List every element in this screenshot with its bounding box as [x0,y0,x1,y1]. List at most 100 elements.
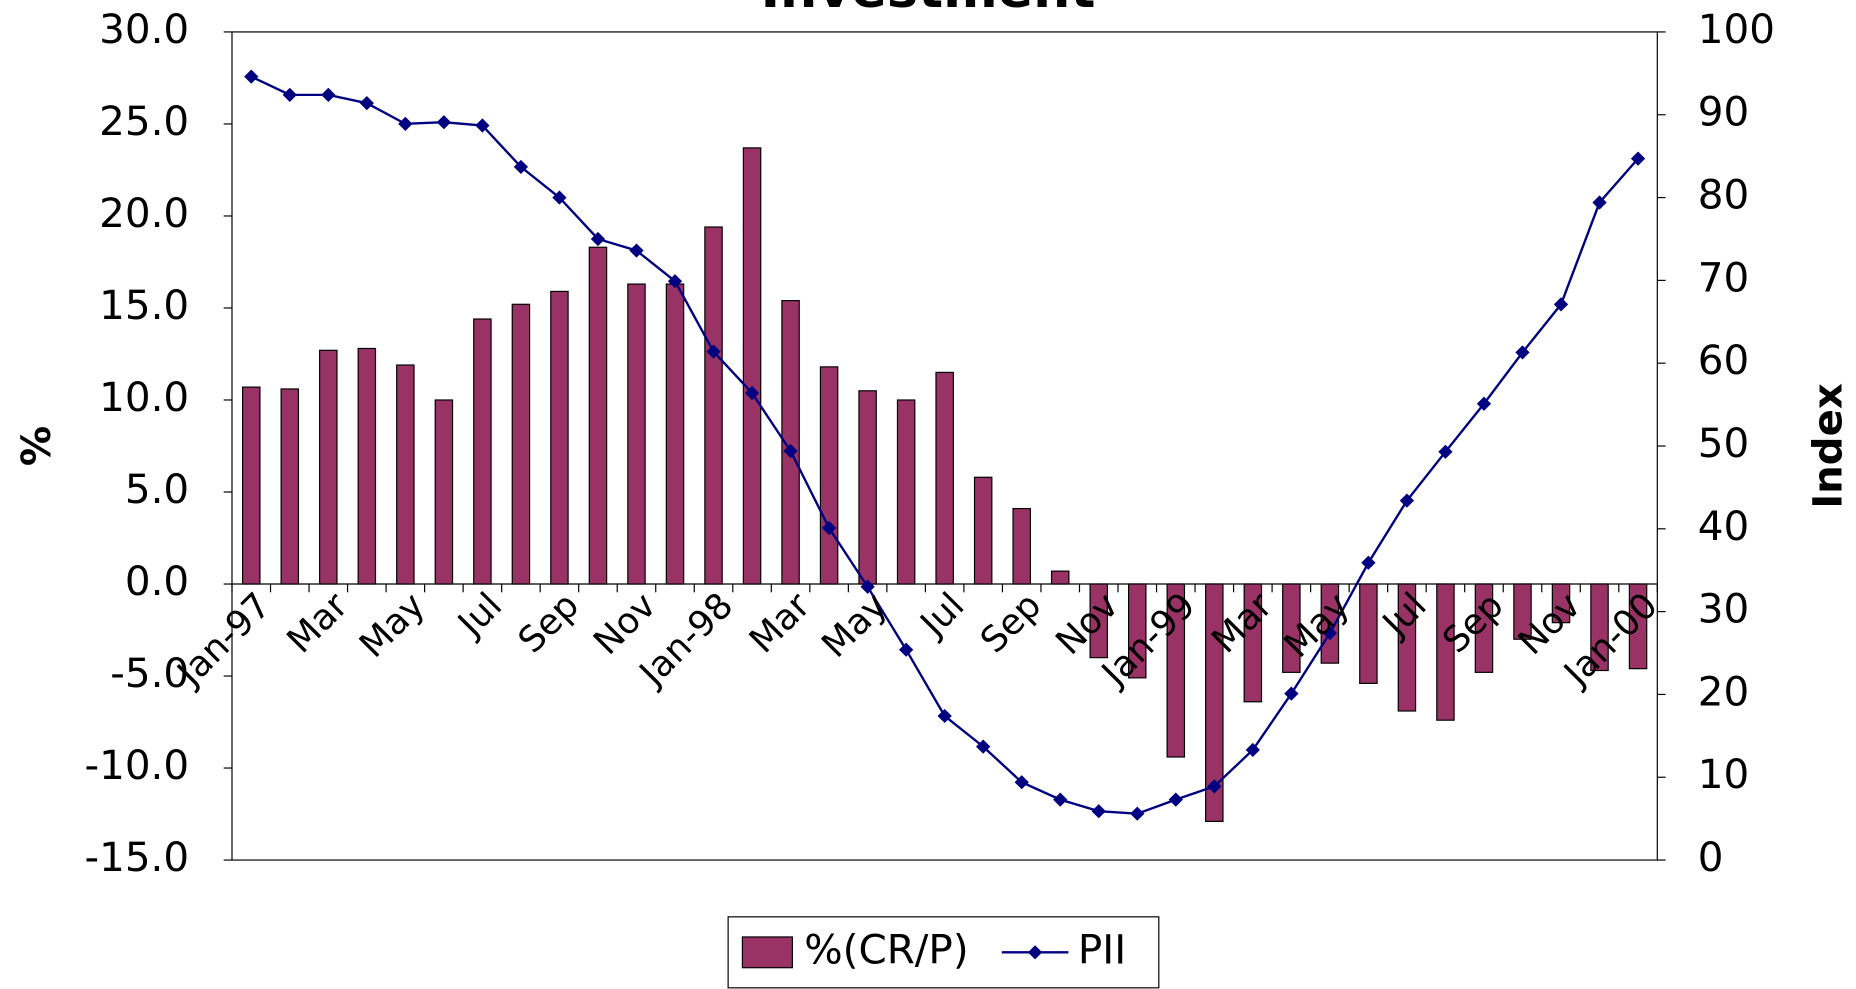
point [1284,686,1299,701]
point [1091,804,1106,819]
bar [1397,583,1417,712]
bar [1089,583,1109,659]
point [1207,779,1222,794]
x-tick-label: Mar [279,585,356,662]
x-tick-label: Sep [973,585,1050,661]
y-tick-label: 15.0 [99,282,189,329]
point [1592,195,1607,210]
y2-tick-label: 100 [1698,6,1775,53]
bar [396,364,415,585]
bar [1513,583,1532,640]
bar [627,283,646,585]
point [1438,444,1453,459]
x-tick-label: Jul [1374,585,1435,646]
bar [1282,583,1301,673]
bar [357,347,377,585]
point [860,579,875,594]
point [1630,151,1646,166]
point [436,115,452,130]
y2-tick-label: 80 [1698,172,1749,219]
x-tick-label: May [814,585,895,666]
legend-label: %(CR/P) [804,926,968,973]
y-tick-label: -5.0 [110,650,189,697]
y2-tick-label: 10 [1698,751,1749,798]
y-tick-label: 5.0 [125,466,189,513]
y2-tick-label: 0 [1698,834,1724,881]
y-tick-label: -15.0 [85,834,190,881]
bar [742,147,762,585]
y2-axis-label: Index [1805,383,1852,509]
bar [1128,583,1147,679]
point [282,87,297,102]
y-tick-label: -10.0 [85,742,190,789]
y-axis-label: % [13,426,60,466]
point [398,116,413,131]
bar [588,246,608,585]
bar [1436,583,1455,721]
bar [1050,570,1070,585]
x-tick-label: Mar [742,585,819,662]
point [590,231,606,247]
point [321,87,336,102]
point [783,443,798,459]
point [1553,297,1569,312]
point [1361,555,1376,570]
bar [550,290,569,585]
bar [704,226,723,585]
point [1515,345,1530,360]
x-tick-label: Sep [511,585,588,661]
bar [241,386,261,585]
bar [1474,583,1494,673]
y-tick-label: 0.0 [125,558,189,605]
x-tick-label: Jul [449,585,510,646]
y2-tick-label: 20 [1698,669,1749,716]
y2-tick-label: 90 [1698,89,1749,136]
bar [1320,583,1340,664]
bar [511,303,531,585]
point [475,118,490,133]
y2-tick-label: 40 [1698,503,1749,550]
y2-tick-label: 70 [1698,254,1749,301]
bar [781,300,800,585]
bar [473,318,492,585]
bar [1551,583,1571,624]
bar [1205,583,1224,822]
bar [1012,507,1031,585]
bar [1359,583,1378,684]
x-tick-label: May [352,585,433,666]
y2-tick-label: 30 [1698,586,1749,633]
point [1053,792,1068,807]
point [1168,792,1183,807]
y-tick-label: 30.0 [99,6,189,53]
bar [1243,583,1263,703]
bar [858,390,877,585]
legend-box [727,916,1160,989]
point [744,385,760,401]
bar [665,283,685,585]
point [359,96,374,111]
bar [1166,583,1186,758]
point [898,642,914,657]
chart-title: Investment [761,0,1096,20]
legend-label: PII [1078,926,1126,973]
bar [434,399,454,585]
y-tick-label: 20.0 [99,190,189,237]
y2-tick-label: 50 [1698,420,1749,467]
bar [819,366,839,585]
y2-tick-label: 60 [1698,337,1749,384]
x-tick-label: Jul [911,585,972,646]
bar [935,371,954,585]
bar [973,476,993,585]
bar [319,349,338,585]
bar [1628,583,1648,670]
bar [1590,583,1609,672]
point [667,274,683,289]
y-tick-label: 25.0 [99,98,189,145]
bar [896,399,916,585]
point [706,344,721,359]
point [1130,806,1145,821]
bar [280,388,300,585]
point [244,69,259,84]
legend-swatch [741,936,793,969]
